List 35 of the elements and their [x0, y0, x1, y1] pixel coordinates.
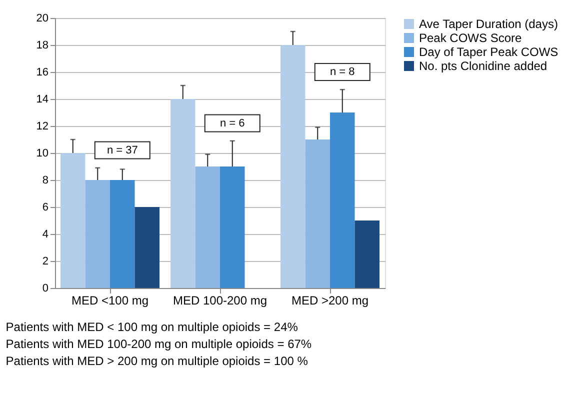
bar [220, 166, 245, 288]
x-tick-label: MED 100-200 mg [172, 294, 268, 308]
y-tick-label: 14 [36, 94, 48, 106]
y-tick-label: 10 [36, 148, 48, 160]
text: Patients with MED < 100 mg on multiple opioids = 24% [6, 320, 298, 334]
annotation: n = 6 [220, 117, 245, 130]
bar [330, 112, 355, 288]
y-tick-label: 2 [42, 256, 48, 268]
legend-label: No. pts Clonidine added [419, 59, 548, 73]
annotation: n = 37 [106, 144, 138, 156]
legend-label: Peak COWS Score [419, 31, 522, 45]
legend-label: Day of Taper Peak COWS [419, 45, 558, 59]
bar [60, 153, 86, 288]
y-tick-label: 6 [42, 202, 48, 214]
y-tick-label: 4 [42, 228, 48, 240]
y-tick-label: 20 [36, 12, 48, 24]
y-tick-label: 18 [36, 40, 48, 52]
y-tick-label: 8 [42, 174, 48, 186]
annotation: n = 8 [330, 66, 355, 78]
x-tick-label: MED <100 mg [71, 294, 149, 308]
bar [195, 166, 220, 288]
bar [110, 180, 135, 288]
y-tick-label: 12 [36, 120, 48, 132]
x-tick-label: MED >200 mg [291, 294, 369, 308]
bar [170, 99, 196, 288]
bar [305, 140, 330, 288]
legend-label: Ave Taper Duration (days) [419, 17, 558, 31]
bar [85, 180, 110, 288]
bar [280, 45, 306, 288]
text: Patients with MED 100-200 mg on multiple opioids = 67% [6, 337, 312, 351]
text: Patients with MED > 200 mg on multiple opioids = 100 % [6, 354, 308, 368]
bar [134, 207, 160, 288]
y-tick-label: 0 [42, 282, 48, 294]
y-tick-label: 16 [36, 66, 48, 78]
bar [354, 220, 380, 288]
